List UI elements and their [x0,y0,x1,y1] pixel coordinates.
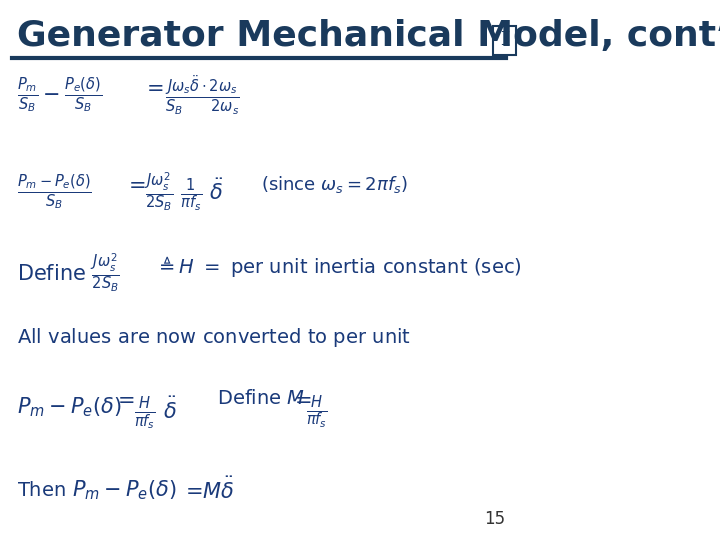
Text: $\frac{J\omega_s \ddot{\delta} \cdot 2\omega_s}{S_B \qquad 2\omega_s}$: $\frac{J\omega_s \ddot{\delta} \cdot 2\o… [165,73,240,117]
Text: $\mathrm{Define}\ \frac{J\omega_s^2}{2S_B}$: $\mathrm{Define}\ \frac{J\omega_s^2}{2S_… [17,252,120,294]
Text: $=$: $=$ [124,174,145,194]
Text: $(\mathrm{since}\ \omega_s = 2\pi f_s)$: $(\mathrm{since}\ \omega_s = 2\pi f_s)$ [261,173,408,194]
Text: 15: 15 [485,510,505,528]
Text: Generator Mechanical Model, cont’d: Generator Mechanical Model, cont’d [17,19,720,53]
Text: $\frac{P_m - P_e(\delta)}{S_B}$: $\frac{P_m - P_e(\delta)}{S_B}$ [17,172,92,212]
Text: $\frac{H}{\pi f_s}$: $\frac{H}{\pi f_s}$ [305,394,327,431]
Text: $=$: $=$ [290,389,311,409]
Text: $P_m - P_e(\delta)$: $P_m - P_e(\delta)$ [71,478,176,502]
Text: $\mathrm{All\ values\ are\ now\ converted\ to\ per\ unit}$: $\mathrm{All\ values\ are\ now\ converte… [17,326,411,349]
Text: I: I [500,31,509,49]
Text: $\frac{H}{\pi f_s}\ \ddot{\delta}$: $\frac{H}{\pi f_s}\ \ddot{\delta}$ [134,394,177,431]
Text: $=$: $=$ [181,480,202,500]
Text: $P_m - P_e(\delta)$: $P_m - P_e(\delta)$ [17,395,122,419]
Text: $=$: $=$ [113,389,135,409]
Text: $=$: $=$ [142,77,163,97]
Text: $\triangleq H\ =\ \mathrm{per\ unit\ inertia\ constant\ (sec)}$: $\triangleq H\ =\ \mathrm{per\ unit\ ine… [155,254,521,279]
FancyBboxPatch shape [492,25,516,55]
Text: $\mathrm{Then}$: $\mathrm{Then}$ [17,481,66,500]
Text: $M\ddot{\delta}$: $M\ddot{\delta}$ [202,477,233,503]
Text: $\mathrm{Define}\ M$: $\mathrm{Define}\ M$ [217,389,305,408]
Text: $\frac{P_m}{S_B} - \frac{P_e(\delta)}{S_B}$: $\frac{P_m}{S_B} - \frac{P_e(\delta)}{S_… [17,76,102,115]
Text: $\frac{J\omega_s^2}{2S_B}\ \frac{1}{\pi f_s}\ \ddot{\delta}$: $\frac{J\omega_s^2}{2S_B}\ \frac{1}{\pi … [144,171,224,213]
